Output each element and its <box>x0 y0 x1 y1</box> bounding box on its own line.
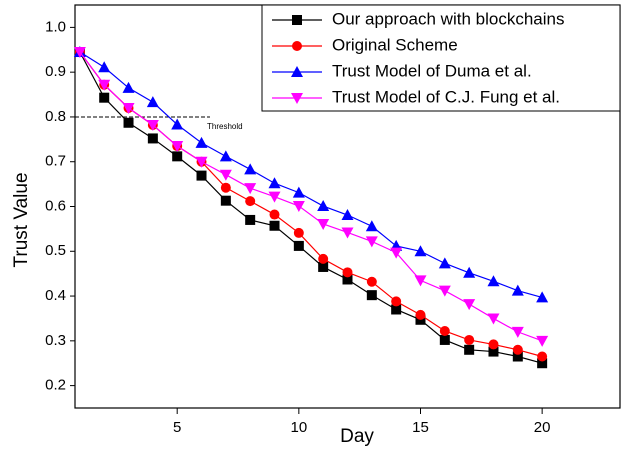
y-tick-label: 0.8 <box>45 108 66 125</box>
marker <box>438 257 451 269</box>
marker <box>318 261 329 272</box>
marker <box>172 151 183 162</box>
marker <box>439 334 450 345</box>
marker <box>244 163 257 175</box>
x-tick-label: 20 <box>534 419 551 436</box>
marker <box>464 334 475 345</box>
marker <box>366 290 377 301</box>
marker <box>488 346 499 357</box>
marker <box>537 358 548 369</box>
marker <box>146 96 159 108</box>
marker <box>196 170 207 181</box>
x-tick-label: 10 <box>290 419 307 436</box>
marker <box>365 220 378 232</box>
marker <box>292 201 305 213</box>
marker <box>220 195 231 206</box>
marker <box>171 141 184 153</box>
y-tick-label: 1.0 <box>45 18 66 35</box>
marker <box>171 118 184 130</box>
legend-marker <box>292 15 302 25</box>
y-tick-label: 0.2 <box>45 377 66 394</box>
marker <box>244 183 257 195</box>
marker <box>122 81 135 93</box>
marker <box>391 304 402 315</box>
marker <box>123 117 134 128</box>
marker <box>73 47 86 59</box>
marker <box>269 220 280 231</box>
marker <box>342 267 353 278</box>
marker <box>438 285 451 297</box>
marker <box>219 169 232 181</box>
marker <box>537 351 548 362</box>
marker <box>293 227 304 238</box>
marker <box>220 182 231 193</box>
marker <box>414 275 427 287</box>
marker <box>487 275 500 287</box>
y-tick-label: 0.4 <box>45 287 66 304</box>
marker <box>293 240 304 251</box>
y-tick-label: 0.6 <box>45 197 66 214</box>
marker <box>268 191 281 203</box>
marker <box>391 296 402 307</box>
legend-marker <box>291 66 303 77</box>
marker <box>98 79 111 91</box>
marker <box>415 309 426 320</box>
marker <box>268 177 281 189</box>
marker <box>366 276 377 287</box>
legend-marker <box>291 93 303 104</box>
marker <box>341 209 354 221</box>
marker <box>511 326 524 338</box>
marker <box>511 284 524 296</box>
y-tick-label: 0.5 <box>45 242 66 259</box>
y-tick-label: 0.9 <box>45 63 66 80</box>
legend-label: Original Scheme <box>332 35 458 54</box>
threshold-label: Threshold <box>207 122 243 131</box>
legend-marker <box>292 41 302 51</box>
marker <box>342 274 353 285</box>
y-tick-label: 0.7 <box>45 153 66 170</box>
marker <box>512 351 523 362</box>
marker <box>99 92 110 103</box>
marker <box>219 150 232 162</box>
marker <box>269 209 280 220</box>
marker <box>292 186 305 198</box>
marker <box>464 344 475 355</box>
marker <box>318 253 329 264</box>
y-axis-label: Trust Value <box>11 172 32 267</box>
marker <box>341 227 354 239</box>
marker <box>245 196 256 207</box>
marker <box>365 236 378 248</box>
marker <box>98 61 111 73</box>
marker <box>245 214 256 225</box>
marker <box>195 156 208 168</box>
marker <box>390 247 403 259</box>
marker <box>317 200 330 212</box>
marker <box>487 313 500 325</box>
marker <box>414 245 427 257</box>
marker <box>146 120 159 132</box>
marker <box>439 325 450 336</box>
marker <box>122 102 135 114</box>
x-axis-label: Day <box>340 426 374 447</box>
marker <box>536 291 549 303</box>
legend-label: Trust Model of Duma et al. <box>332 61 532 80</box>
marker <box>463 299 476 311</box>
marker <box>536 335 549 347</box>
legend-label: Trust Model of C.J. Fung et al. <box>332 87 560 106</box>
marker <box>512 344 523 355</box>
legend-box <box>261 4 621 112</box>
y-tick-label: 0.3 <box>45 332 66 349</box>
legend-label: Our approach with blockchains <box>332 9 564 28</box>
marker <box>147 133 158 144</box>
x-tick-label: 5 <box>173 419 181 436</box>
marker <box>463 266 476 278</box>
x-tick-label: 15 <box>412 419 429 436</box>
marker <box>195 136 208 148</box>
marker <box>488 339 499 350</box>
marker <box>317 218 330 230</box>
